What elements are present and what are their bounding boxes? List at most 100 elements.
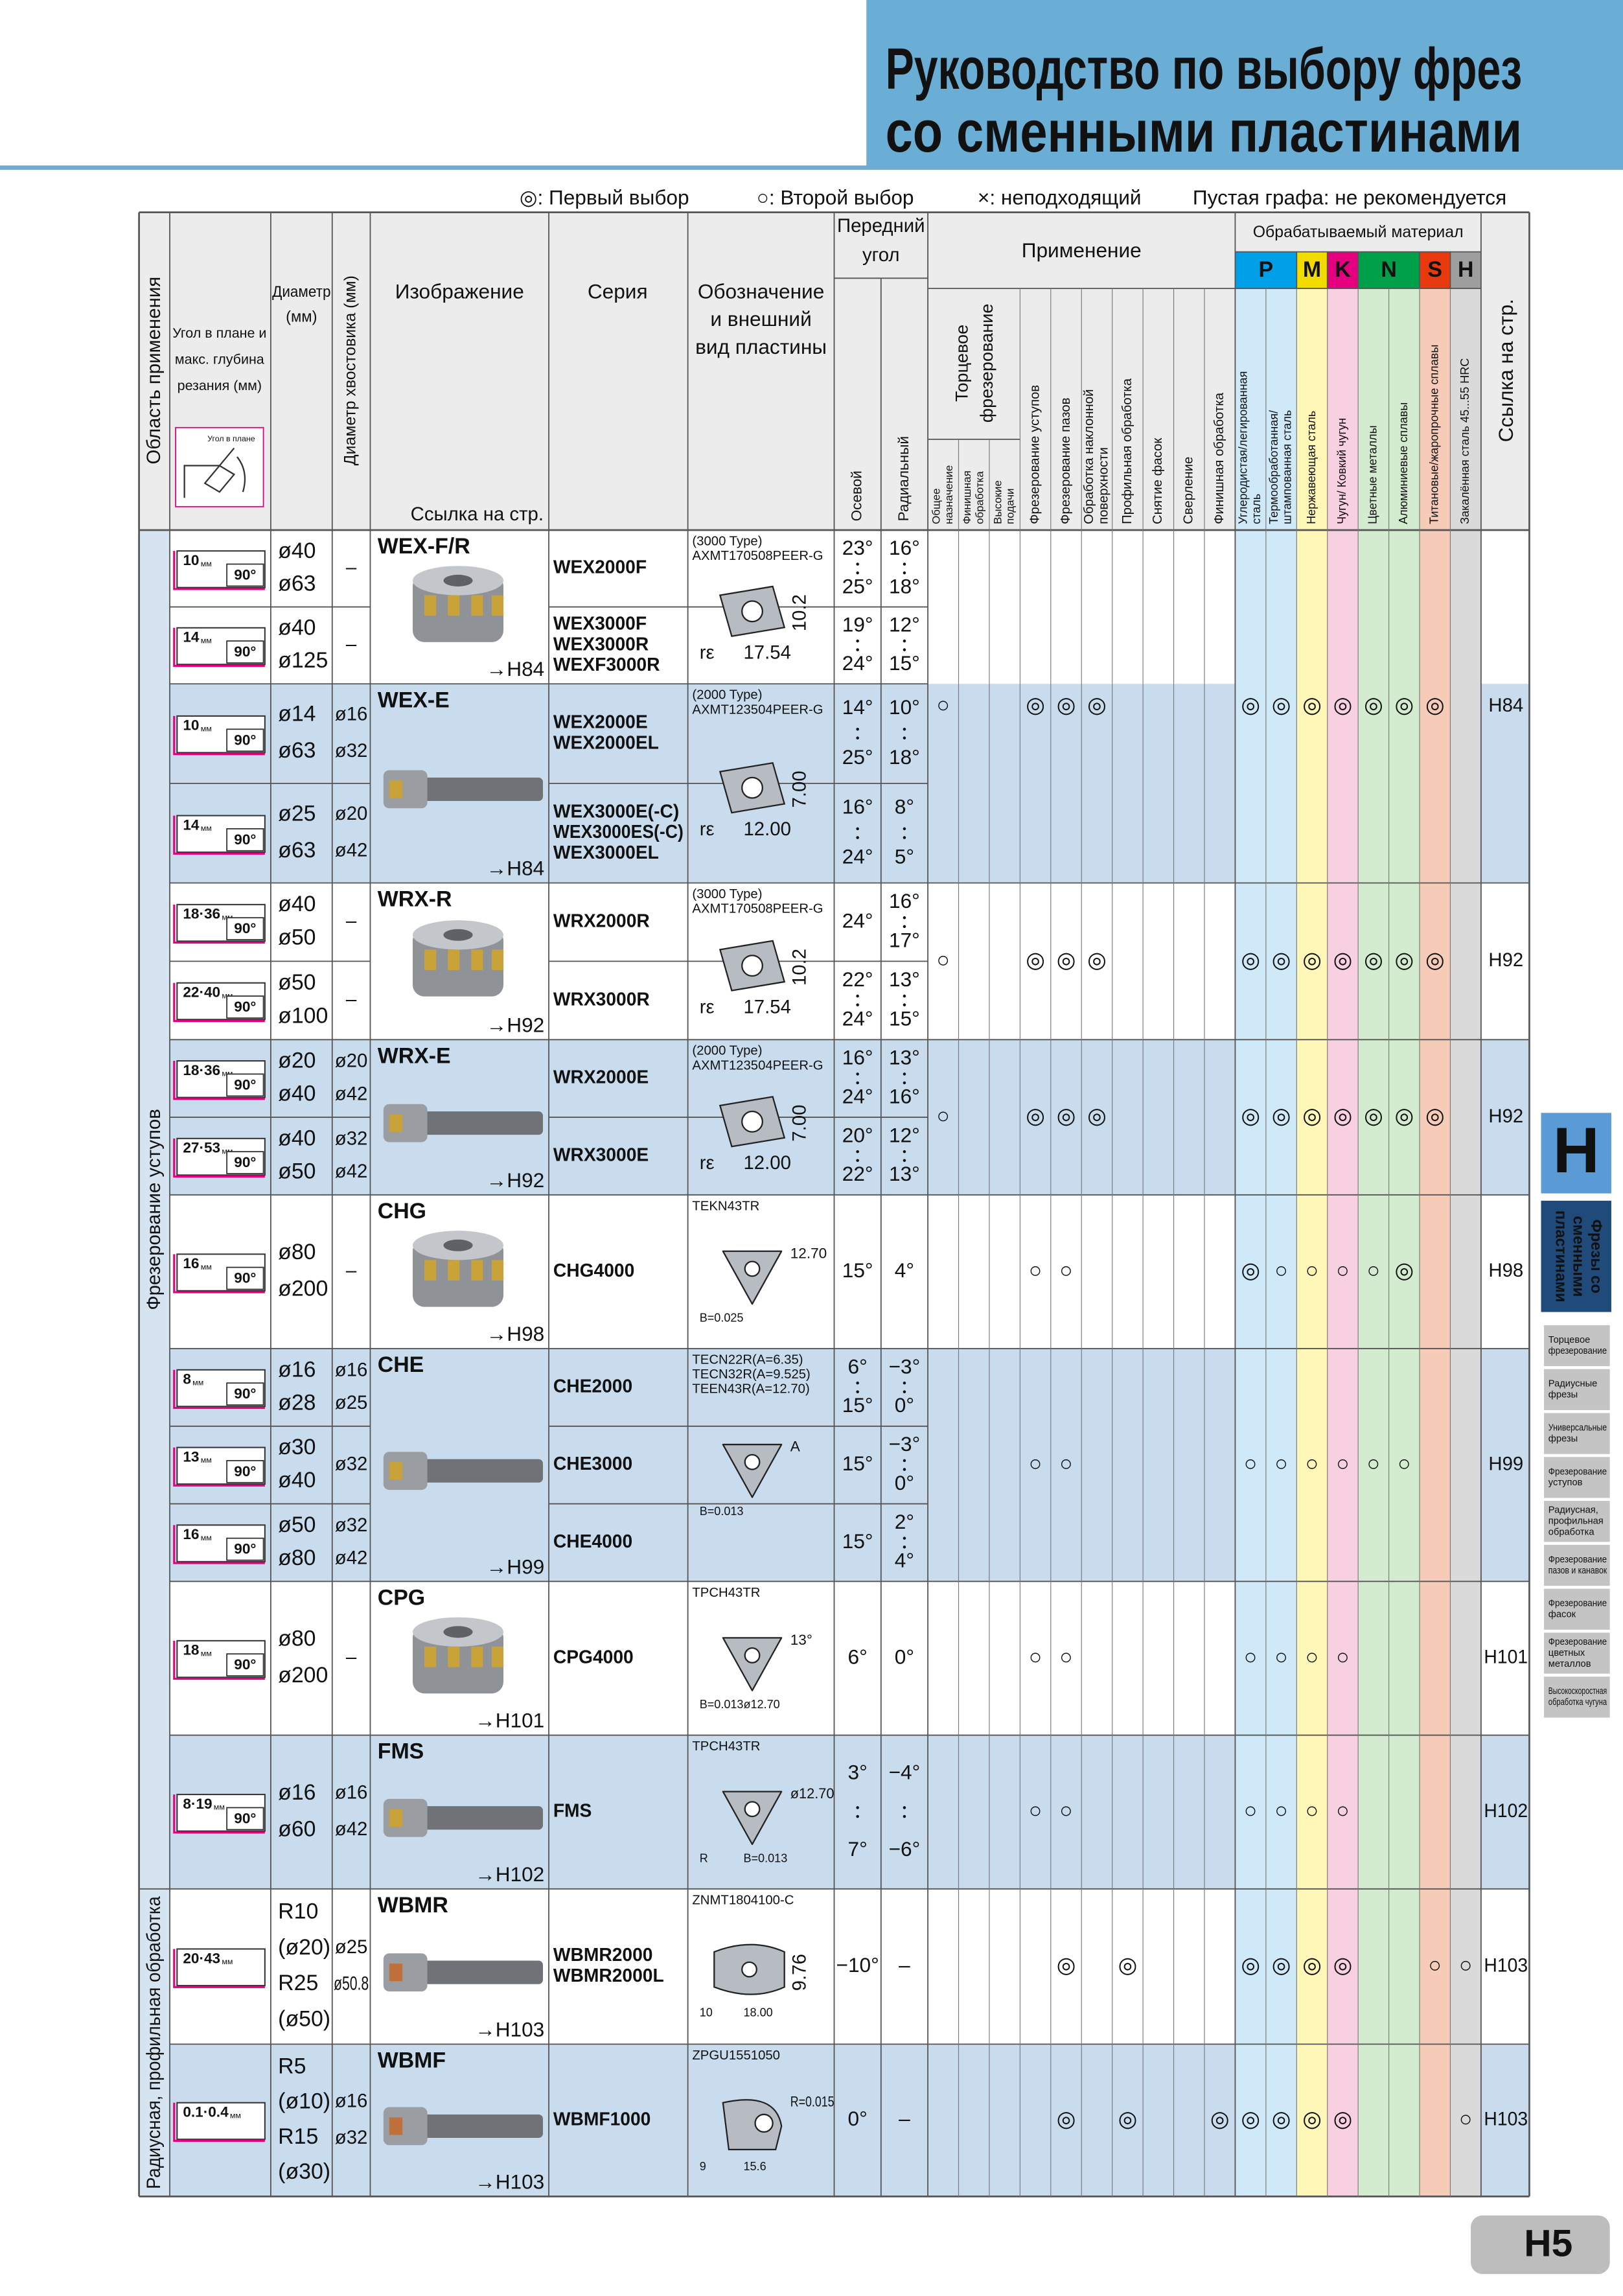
tool-insert [491, 949, 504, 970]
insert-hole [741, 1961, 757, 1978]
column-header: Финишная обработка [1212, 392, 1226, 524]
rating: ◎ [1333, 1104, 1353, 1128]
column-header: Общее [930, 488, 943, 524]
column-header: Чугун/ Ковкий чугун [1335, 418, 1348, 524]
section-item-label: цветных [1548, 1648, 1585, 1658]
shank-diameter: ø42 [335, 840, 368, 861]
range-dot [903, 1073, 906, 1076]
tool-name: FMS [378, 1739, 424, 1764]
column-header: Ссылка на стр. [1494, 299, 1517, 442]
range-dot [903, 1003, 906, 1006]
series: CHG4000 [553, 1260, 634, 1281]
range-dot [903, 994, 906, 998]
shank-diameter: – [346, 1647, 357, 1668]
tool-name: CHG [378, 1199, 426, 1223]
rating: ◎ [1364, 947, 1383, 972]
column-header: вид пластины [695, 335, 827, 358]
column-header: Осевой [849, 470, 865, 521]
rake-angle: 2° [895, 1510, 914, 1533]
rating: ○ [1459, 2107, 1472, 2131]
range-dot [856, 836, 859, 839]
rake-angle: −3° [889, 1432, 921, 1455]
rating: ◎ [1087, 693, 1107, 717]
diameter: (ø50) [278, 2007, 330, 2032]
angle-value: 90° [234, 732, 256, 748]
insert-code: TECN32R(A=9.525) [692, 1367, 810, 1382]
insert-code: ZNMT1804100-C [692, 1893, 794, 1907]
rating: ◎ [1241, 693, 1260, 717]
angle-sketch [175, 426, 264, 507]
angle-value: 90° [234, 831, 256, 848]
range-dot [903, 1381, 906, 1385]
rake-angle: 15° [842, 1258, 873, 1282]
insert-hole [741, 600, 763, 623]
badge-accent [173, 982, 265, 1023]
depth-value: 14 [183, 629, 200, 645]
column-header: Титановые/жаропрочные сплавы [1428, 345, 1441, 524]
section-item [1544, 1457, 1610, 1498]
shank-diameter: – [346, 634, 357, 655]
material-group-cell [1235, 251, 1297, 289]
legend-item: ×: неподходящий [978, 186, 1142, 209]
column-header: Фрезерование пазов [1059, 398, 1073, 524]
rake-angle: 13° [889, 968, 920, 991]
badge-accent [173, 1525, 265, 1564]
column-header: Алюминиевые сплавы [1397, 402, 1410, 524]
diameter: ø40 [278, 1126, 316, 1150]
rating: ◎ [1333, 2107, 1353, 2131]
diameter: ø80 [278, 1627, 316, 1651]
diameter: ø125 [278, 648, 328, 673]
page-ref: H101 [1484, 1647, 1528, 1668]
insert-dim: 18.00 [743, 2006, 772, 2019]
depth-value: 20·43 [183, 1950, 220, 1966]
tool-insert [424, 1646, 437, 1667]
insert-dim: B=0.013 [743, 1851, 787, 1864]
rating: ◎ [1241, 1953, 1260, 1978]
depth-unit: мм [214, 1803, 225, 1812]
rating: ○ [1029, 1798, 1042, 1823]
diameter: ø80 [278, 1240, 316, 1264]
series: FMS [553, 1800, 592, 1821]
angle-box [226, 563, 264, 587]
page-ref: H92 [1488, 949, 1523, 971]
shank-diameter: ø50.8 [334, 1973, 369, 1995]
rake-angle: 23° [842, 536, 873, 559]
shank-diameter: ø32 [335, 1128, 368, 1149]
insert-code: TPCH43TR [692, 1586, 760, 1600]
rating: ○ [1306, 1645, 1318, 1669]
page-ref: H84 [1488, 695, 1523, 716]
depth-badge [176, 1948, 266, 1986]
section-item-label: Фрезерование [1548, 1555, 1607, 1565]
rake-angle: 15° [842, 1529, 873, 1553]
tool-insert [491, 1646, 504, 1667]
shank-diameter: – [346, 910, 357, 932]
rating: ◎ [1272, 947, 1291, 972]
rake-angle: 18° [889, 574, 920, 597]
tool-image [443, 1626, 473, 1638]
diameter: ø40 [278, 616, 316, 640]
depth-unit: мм [192, 1378, 203, 1387]
shank-diameter: ø25 [335, 1936, 368, 1958]
section-item-label: Радиусные [1548, 1379, 1598, 1389]
rake-angle: 8° [895, 795, 914, 818]
angle-value: 90° [234, 1386, 256, 1402]
range-dot [903, 1468, 906, 1471]
series: WRX3000R [553, 988, 650, 1009]
page-ref: H103 [1484, 2109, 1528, 2130]
insert-code: (3000 Type) [692, 534, 762, 548]
range-dot [903, 648, 906, 651]
tool-insert [389, 2117, 403, 2135]
rating: ○ [1274, 1452, 1287, 1476]
tool-image [417, 777, 544, 801]
page-link: →H92 [487, 1168, 545, 1192]
column-header: Цветные металлы [1366, 425, 1379, 524]
rake-angle: 16° [889, 1084, 920, 1107]
range-dot [903, 916, 906, 920]
section-item [1544, 1413, 1610, 1454]
rake-angle: 16° [889, 536, 920, 559]
rating: ○ [1059, 1452, 1072, 1476]
insert-dim: B=0.025 [700, 1312, 744, 1325]
tool-name: WRX-R [378, 887, 452, 912]
depth-value: 13 [183, 1448, 199, 1465]
